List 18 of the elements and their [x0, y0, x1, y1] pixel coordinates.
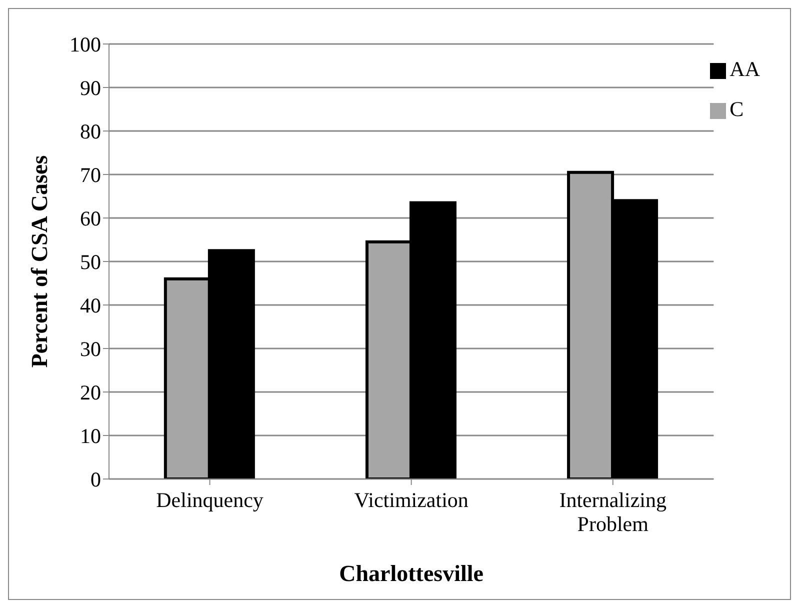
y-axis-title: Percent of CSA Cases [27, 155, 52, 368]
y-tick-label: 10 [80, 424, 101, 448]
y-tick-label: 80 [80, 119, 101, 144]
legend-label: C [730, 97, 744, 121]
x-axis-title: Charlottesville [339, 561, 484, 586]
x-tick-label: Delinquency [156, 488, 264, 512]
y-tick-label: 70 [80, 162, 101, 187]
x-tick-label: Internalizing Problem [559, 488, 668, 536]
y-tick-label: 50 [80, 250, 101, 274]
legend-label: AA [730, 57, 760, 81]
y-tick-label: 100 [70, 32, 101, 56]
y-tick-label: 20 [80, 380, 101, 404]
y-tick-label: 90 [80, 76, 101, 100]
y-tick-label: 40 [80, 293, 101, 318]
x-tick-label: Victimization [354, 488, 469, 512]
y-tick-label: 0 [90, 467, 101, 492]
y-tick-label: 30 [80, 336, 101, 361]
y-tick-label: 60 [80, 206, 101, 230]
